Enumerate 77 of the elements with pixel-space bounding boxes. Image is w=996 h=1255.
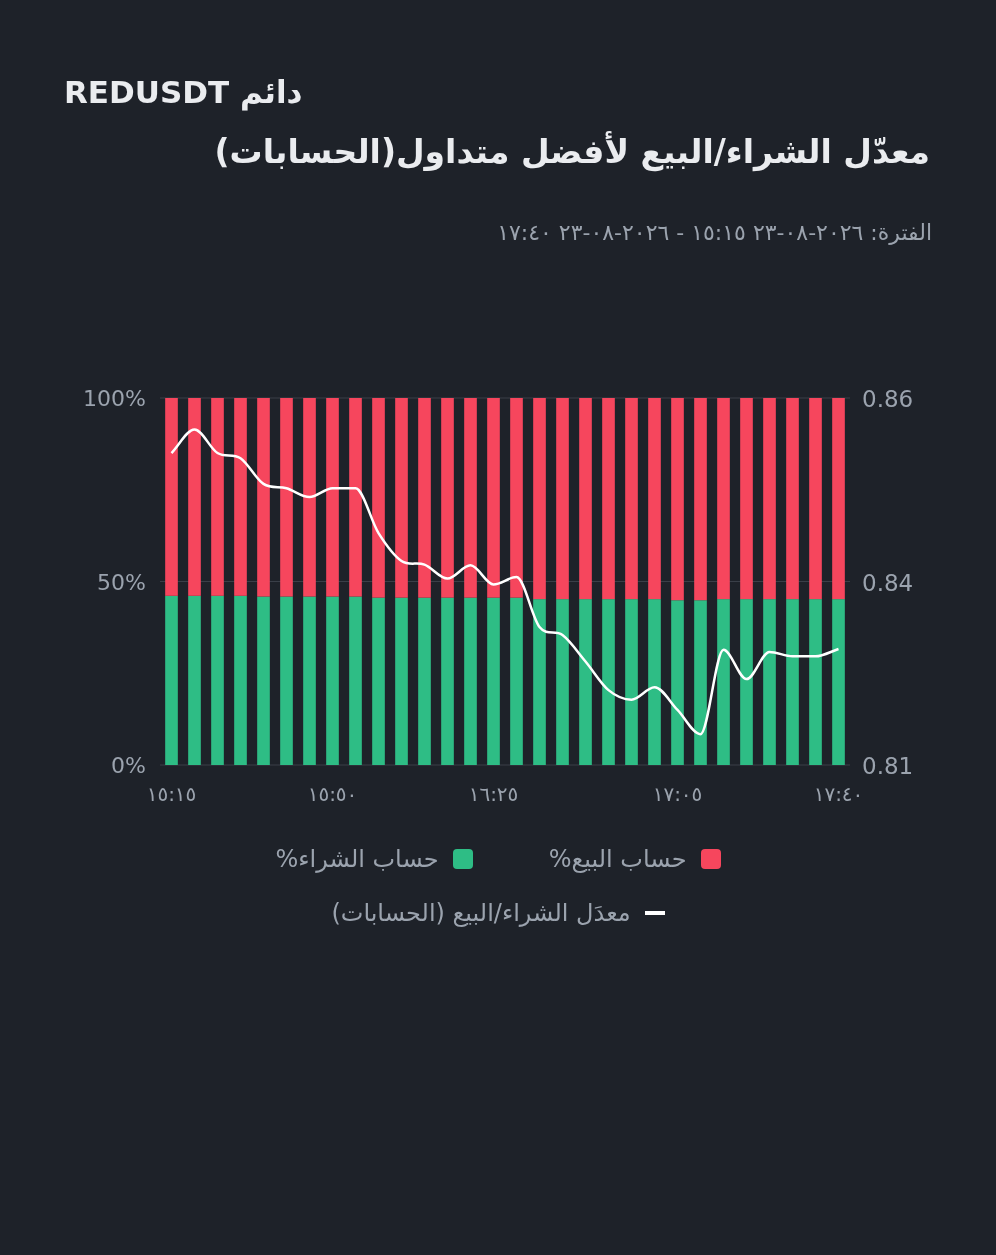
bar	[234, 398, 247, 596]
x-tick-label: ١٥:١٥	[146, 782, 197, 806]
x-tick-label: ١٧:٤٠	[813, 782, 864, 806]
bar	[671, 600, 684, 765]
bar	[257, 596, 270, 765]
bar	[786, 599, 799, 765]
bar	[671, 398, 684, 601]
bar	[648, 599, 661, 765]
title: دائم REDUSDT	[64, 74, 303, 110]
bar	[211, 595, 224, 765]
y2-tick-label: 0.84	[862, 569, 914, 596]
bar	[648, 398, 661, 600]
bar	[303, 398, 316, 597]
bar	[625, 599, 638, 765]
y2-tick-label: 0.81	[862, 753, 914, 779]
x-tick-label: ١٥:٥٠	[307, 782, 358, 806]
bar	[602, 398, 615, 600]
bar	[579, 599, 592, 765]
x-tick-label: ١٧:٠٥	[652, 782, 703, 806]
annotation: الفترة: ٢٠٢٦-٠٨-٢٣ ١٥:١٥ - ٢٠٢٦-٠٨-٢٣ ١٧:٤٠	[497, 220, 932, 245]
y-tick-label: 0%	[111, 753, 146, 778]
bar	[372, 398, 385, 598]
bar	[349, 398, 362, 597]
bar	[188, 595, 201, 765]
bar	[326, 596, 339, 765]
bar	[395, 597, 408, 765]
legend-label: حساب الشراء%	[275, 845, 439, 873]
bar	[717, 599, 730, 765]
bar	[556, 599, 569, 765]
bar	[464, 597, 477, 765]
bar	[763, 599, 776, 765]
subtitle: معدّل الشراء/البيع لأفضل متداول(الحسابات)	[214, 132, 930, 171]
bar	[188, 398, 201, 596]
bar	[441, 398, 454, 598]
bar	[763, 398, 776, 600]
bar	[372, 597, 385, 765]
bar	[441, 597, 454, 765]
bar	[809, 599, 822, 765]
y-tick-label: 50%	[97, 569, 146, 595]
bar	[165, 398, 178, 596]
legend-label: معدَل الشراء/البيع (الحسابات)	[331, 899, 631, 927]
bar	[418, 597, 431, 765]
bar	[510, 398, 523, 598]
bar	[487, 597, 500, 765]
bar	[740, 599, 753, 765]
bar	[694, 398, 707, 601]
bar	[786, 398, 799, 600]
bar	[832, 398, 845, 600]
bar	[579, 398, 592, 600]
legend-label: حساب البيع%	[548, 845, 687, 873]
bar	[809, 398, 822, 600]
bar	[533, 398, 546, 600]
bar	[280, 596, 293, 765]
bar	[740, 398, 753, 600]
bar	[832, 599, 845, 765]
bar	[303, 596, 316, 765]
bar	[717, 398, 730, 600]
bar	[418, 398, 431, 598]
bar	[487, 398, 500, 598]
x-tick-label: ١٦:٢٥	[468, 782, 519, 806]
bar	[234, 595, 247, 765]
bar	[349, 596, 362, 765]
bar	[694, 600, 707, 765]
bar	[280, 398, 293, 597]
y-tick-label: 100%	[83, 386, 146, 411]
bar	[464, 398, 477, 598]
bar	[510, 597, 523, 765]
bar	[556, 398, 569, 600]
bar	[625, 398, 638, 600]
bar	[165, 595, 178, 765]
bar	[211, 398, 224, 596]
bar	[257, 398, 270, 597]
bar	[395, 398, 408, 598]
bar	[602, 599, 615, 765]
y2-tick-label: 0.86	[862, 386, 914, 412]
bar	[533, 599, 546, 765]
bar	[326, 398, 339, 597]
